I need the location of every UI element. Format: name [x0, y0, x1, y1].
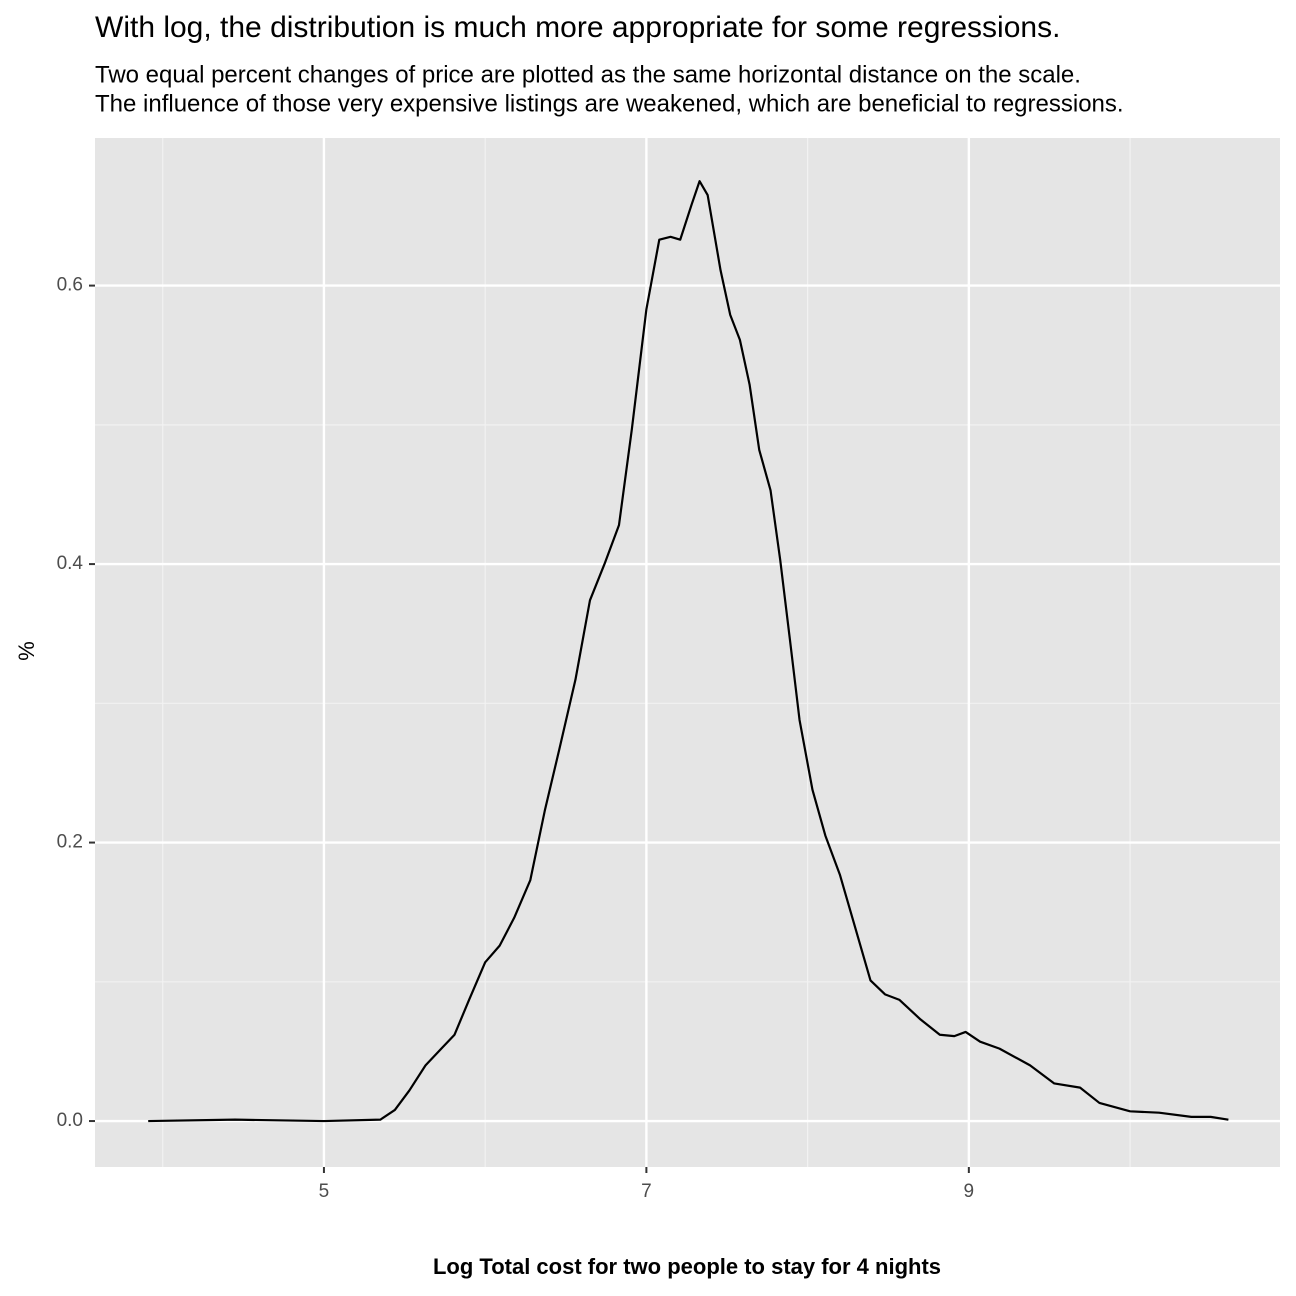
y-tick-label: 0.6: [57, 275, 83, 296]
chart-subtitle: The influence of those very expensive li…: [95, 90, 1124, 117]
y-tick-label: 0.4: [57, 553, 84, 574]
density-line: [148, 180, 1229, 1123]
chart-subtitle: Two equal percent changes of price are p…: [95, 61, 1081, 88]
y-tick-label: 0.0: [57, 1110, 83, 1131]
x-tick-label: 7: [641, 1181, 652, 1202]
x-tick-label: 5: [319, 1181, 330, 1202]
x-axis-label: Log Total cost for two people to stay fo…: [433, 1254, 941, 1279]
plot-panel: [95, 138, 1280, 1167]
x-tick-label: 9: [964, 1181, 975, 1202]
y-tick-label: 0.2: [57, 832, 83, 853]
chart-title: With log, the distribution is much more …: [95, 11, 1060, 44]
y-axis-label: %: [14, 641, 39, 661]
